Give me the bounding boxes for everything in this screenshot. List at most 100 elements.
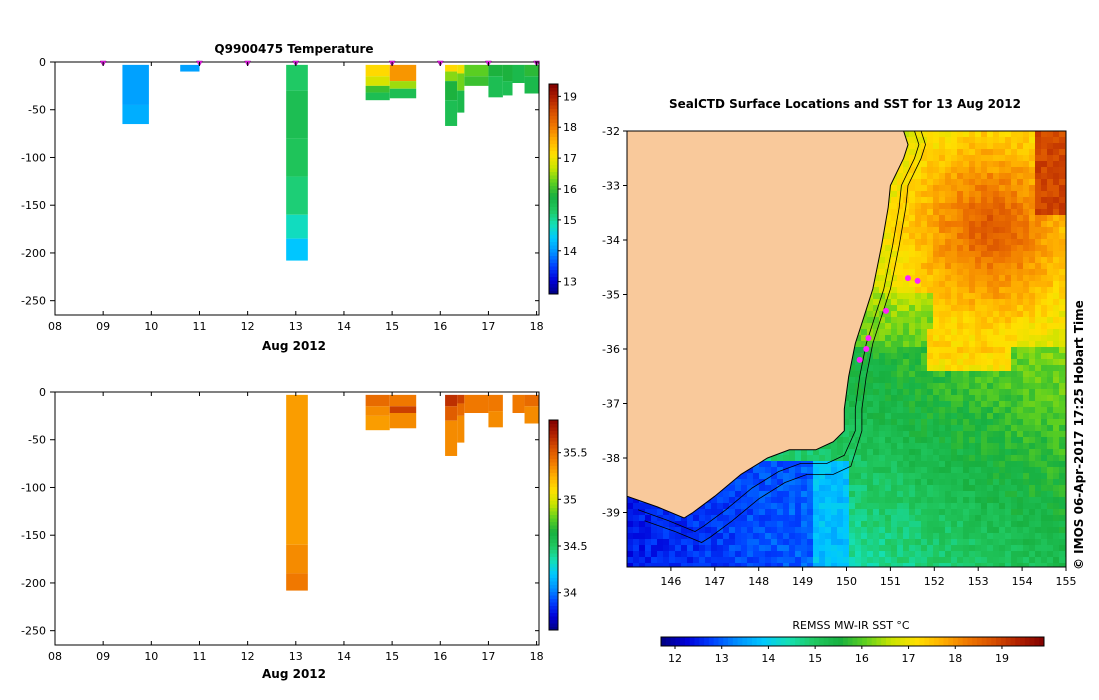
sst-cell — [843, 467, 850, 474]
sst-cell — [1017, 473, 1024, 480]
sst-cell — [933, 263, 940, 270]
temp-cell-profile-5 — [445, 64, 458, 72]
sst-cell — [969, 491, 976, 498]
sst-cell — [825, 473, 832, 480]
sst-cell — [867, 473, 874, 480]
temp-xtick-label: 18 — [530, 320, 544, 333]
sst-cell — [861, 401, 868, 408]
sst-cell — [717, 491, 724, 498]
sst-cell — [891, 359, 898, 366]
sst-cell — [885, 401, 892, 408]
sst-cell — [969, 161, 976, 168]
sst-cell — [897, 461, 904, 468]
sst-cell — [981, 299, 988, 306]
sst-cell — [909, 485, 916, 492]
sst-cell — [903, 155, 910, 162]
temperature-title: Q9900475 Temperature — [214, 42, 373, 56]
sst-cell — [873, 485, 880, 492]
sst-cell — [933, 437, 940, 444]
sst-cell — [921, 173, 928, 180]
sst-cell — [909, 431, 916, 438]
sst-cell — [975, 335, 982, 342]
temp-colorbar-segment — [549, 129, 558, 134]
sst-cell — [873, 275, 880, 282]
sst-cell — [939, 437, 946, 444]
sst-cell — [969, 197, 976, 204]
sst-cell — [993, 413, 1000, 420]
sst-cell — [927, 419, 934, 426]
sst-cell — [897, 485, 904, 492]
sst-cell — [1059, 233, 1066, 240]
sst-cell — [921, 317, 928, 324]
sst-cell — [891, 419, 898, 426]
sst-cell — [915, 437, 922, 444]
sst-cell — [987, 305, 994, 312]
sst-cell — [1029, 329, 1036, 336]
sst-cell — [1005, 383, 1012, 390]
sst-cell — [939, 383, 946, 390]
sst-cell — [987, 389, 994, 396]
sst-cell — [945, 209, 952, 216]
sst-cell — [753, 467, 760, 474]
sst-cell — [897, 323, 904, 330]
sst-cell — [1017, 359, 1024, 366]
sst-cell — [909, 341, 916, 348]
sst-cell — [999, 293, 1006, 300]
temp-colorbar-segment — [549, 220, 558, 225]
sst-cell — [915, 371, 922, 378]
sst-cell — [951, 221, 958, 228]
sst-cell — [1035, 239, 1042, 246]
sst-cell — [909, 215, 916, 222]
sst-cell — [1035, 137, 1042, 144]
sst-cell — [1029, 227, 1036, 234]
sst-cell — [891, 341, 898, 348]
sst-cell — [903, 401, 910, 408]
sst-cell — [1047, 377, 1054, 384]
temp-colorbar-segment — [549, 136, 558, 141]
sst-cell — [951, 347, 958, 354]
sst-cell — [897, 245, 904, 252]
temp-colorbar-segment — [549, 206, 558, 211]
sst-cell — [987, 383, 994, 390]
sst-cell — [927, 311, 934, 318]
sst-cell — [951, 329, 958, 336]
sst-cell — [927, 323, 934, 330]
sst-cell — [927, 395, 934, 402]
sst-cell — [921, 293, 928, 300]
sst-cell — [933, 383, 940, 390]
sst-cell — [831, 479, 838, 486]
sst-cell — [1017, 287, 1024, 294]
sst-cell — [1047, 503, 1054, 510]
sst-cell — [987, 281, 994, 288]
sst-cell — [1005, 185, 1012, 192]
sst-cell — [903, 293, 910, 300]
sst-cell — [891, 293, 898, 300]
sst-cell — [969, 359, 976, 366]
sst-cell — [981, 143, 988, 150]
sst-cell — [837, 473, 844, 480]
sst-cell — [951, 131, 958, 138]
sst-cell — [867, 341, 874, 348]
sst-cell — [1053, 239, 1060, 246]
sst-cell — [927, 257, 934, 264]
sst-cell — [711, 497, 718, 504]
sst-cell — [1053, 143, 1060, 150]
sst-cell — [957, 491, 964, 498]
temp-cell-profile-0 — [122, 64, 149, 105]
sst-cell — [927, 497, 934, 504]
sst-cell — [1035, 359, 1042, 366]
sst-cell — [873, 281, 880, 288]
sal-ytick-label: -50 — [28, 434, 46, 447]
sal-colorbar-segment — [549, 430, 558, 435]
sst-cell — [891, 437, 898, 444]
sst-cell — [999, 215, 1006, 222]
sst-cell — [1035, 455, 1042, 462]
sst-cell — [873, 443, 880, 450]
sst-cell — [1047, 173, 1054, 180]
sst-cell — [1029, 173, 1036, 180]
sal-xtick-label: 12 — [241, 650, 255, 663]
sst-cell — [969, 347, 976, 354]
sst-cell — [903, 191, 910, 198]
sst-cell — [975, 341, 982, 348]
sst-cell — [1053, 197, 1060, 204]
